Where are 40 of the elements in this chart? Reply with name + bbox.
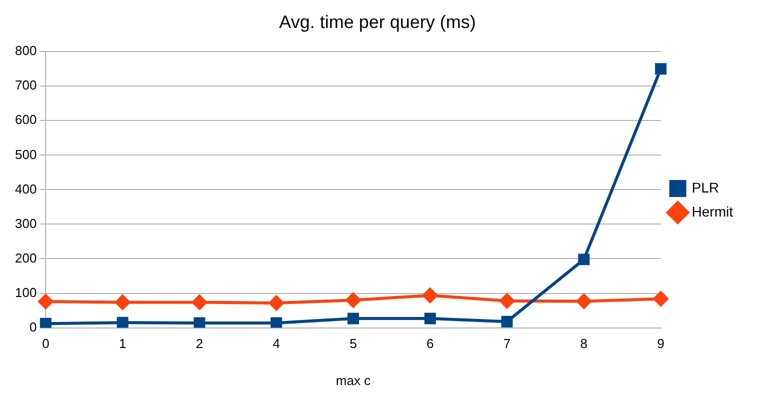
y-tick-label: 0 (29, 319, 37, 334)
legend-label: Hermit (692, 203, 734, 220)
point (116, 316, 128, 328)
point (115, 294, 130, 310)
x-tick-label: 8 (580, 336, 588, 352)
point (424, 312, 436, 324)
x-tick-label: 9 (657, 336, 664, 352)
point (270, 317, 282, 328)
point (576, 294, 592, 309)
x-tick-label: 4 (272, 336, 280, 352)
x-tick-label: 6 (426, 336, 434, 352)
chart-title: Avg. time per query (ms) (279, 12, 476, 32)
x-axis-title: max c (336, 372, 372, 388)
x-tick-label: 0 (42, 336, 50, 352)
point (501, 316, 513, 328)
legend-label: PLR (692, 179, 720, 196)
y-tick-label: 800 (14, 43, 37, 58)
y-tick-label: 100 (14, 284, 37, 300)
point (38, 294, 54, 310)
y-tick-label: 700 (14, 78, 37, 93)
y-tick-label: 200 (14, 250, 37, 266)
point (655, 63, 667, 75)
y-tick-label: 500 (14, 146, 37, 162)
point (346, 292, 361, 308)
x-tick-label: 7 (503, 336, 511, 352)
point (40, 318, 52, 328)
point (653, 291, 668, 306)
point (578, 254, 590, 266)
x-tick-label: 2 (196, 336, 204, 352)
y-tick-label: 400 (14, 181, 37, 196)
point (192, 294, 207, 310)
point (268, 295, 284, 310)
y-tick-label: 300 (14, 216, 37, 231)
point (500, 293, 515, 308)
x-tick-label: 5 (350, 336, 357, 352)
point (194, 317, 206, 328)
point (347, 312, 359, 324)
x-tick-label: 1 (118, 336, 126, 352)
point (422, 288, 438, 303)
y-tick-label: 600 (14, 112, 37, 128)
